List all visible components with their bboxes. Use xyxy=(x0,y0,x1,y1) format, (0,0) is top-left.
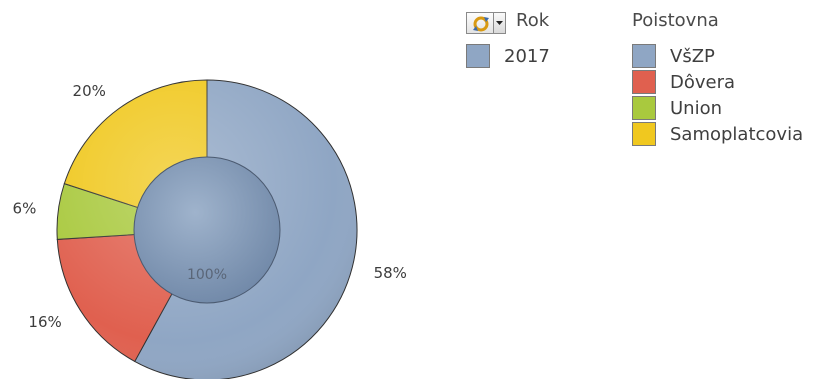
slice-value-label: 16% xyxy=(28,313,61,331)
legend-item-dovera[interactable]: Dôvera xyxy=(632,70,735,94)
legend-swatch xyxy=(632,96,656,120)
legend-item-union[interactable]: Union xyxy=(632,96,722,120)
legend-swatch xyxy=(632,70,656,94)
legend-item-2017[interactable]: 2017 xyxy=(466,44,550,68)
legend-label: VšZP xyxy=(670,45,715,67)
legend-label: Samoplatcovia xyxy=(670,123,804,145)
slice-value-label: 58% xyxy=(374,264,407,282)
cycle-arrows-icon xyxy=(473,16,489,32)
cycle-group-button[interactable] xyxy=(466,12,506,34)
slice-value-label: 6% xyxy=(13,199,37,217)
legend-item-vszp[interactable]: VšZP xyxy=(632,44,715,68)
legend-label: Dôvera xyxy=(670,71,736,93)
legend-title-year: Rok xyxy=(516,10,550,31)
center-total-label: 100% xyxy=(187,267,227,283)
legend-label: Union xyxy=(670,97,723,119)
legend-item-samoplatcovia[interactable]: Samoplatcovia xyxy=(632,122,803,146)
dropdown-arrow-icon xyxy=(496,21,503,25)
legend-label: 2017 xyxy=(504,45,550,67)
legend-title-insurer: Poistovna xyxy=(632,10,719,31)
donut-center xyxy=(133,156,281,304)
legend-swatch xyxy=(466,44,490,68)
legend-swatch xyxy=(632,122,656,146)
legend-swatch xyxy=(632,44,656,68)
slice-value-label: 20% xyxy=(73,82,106,100)
